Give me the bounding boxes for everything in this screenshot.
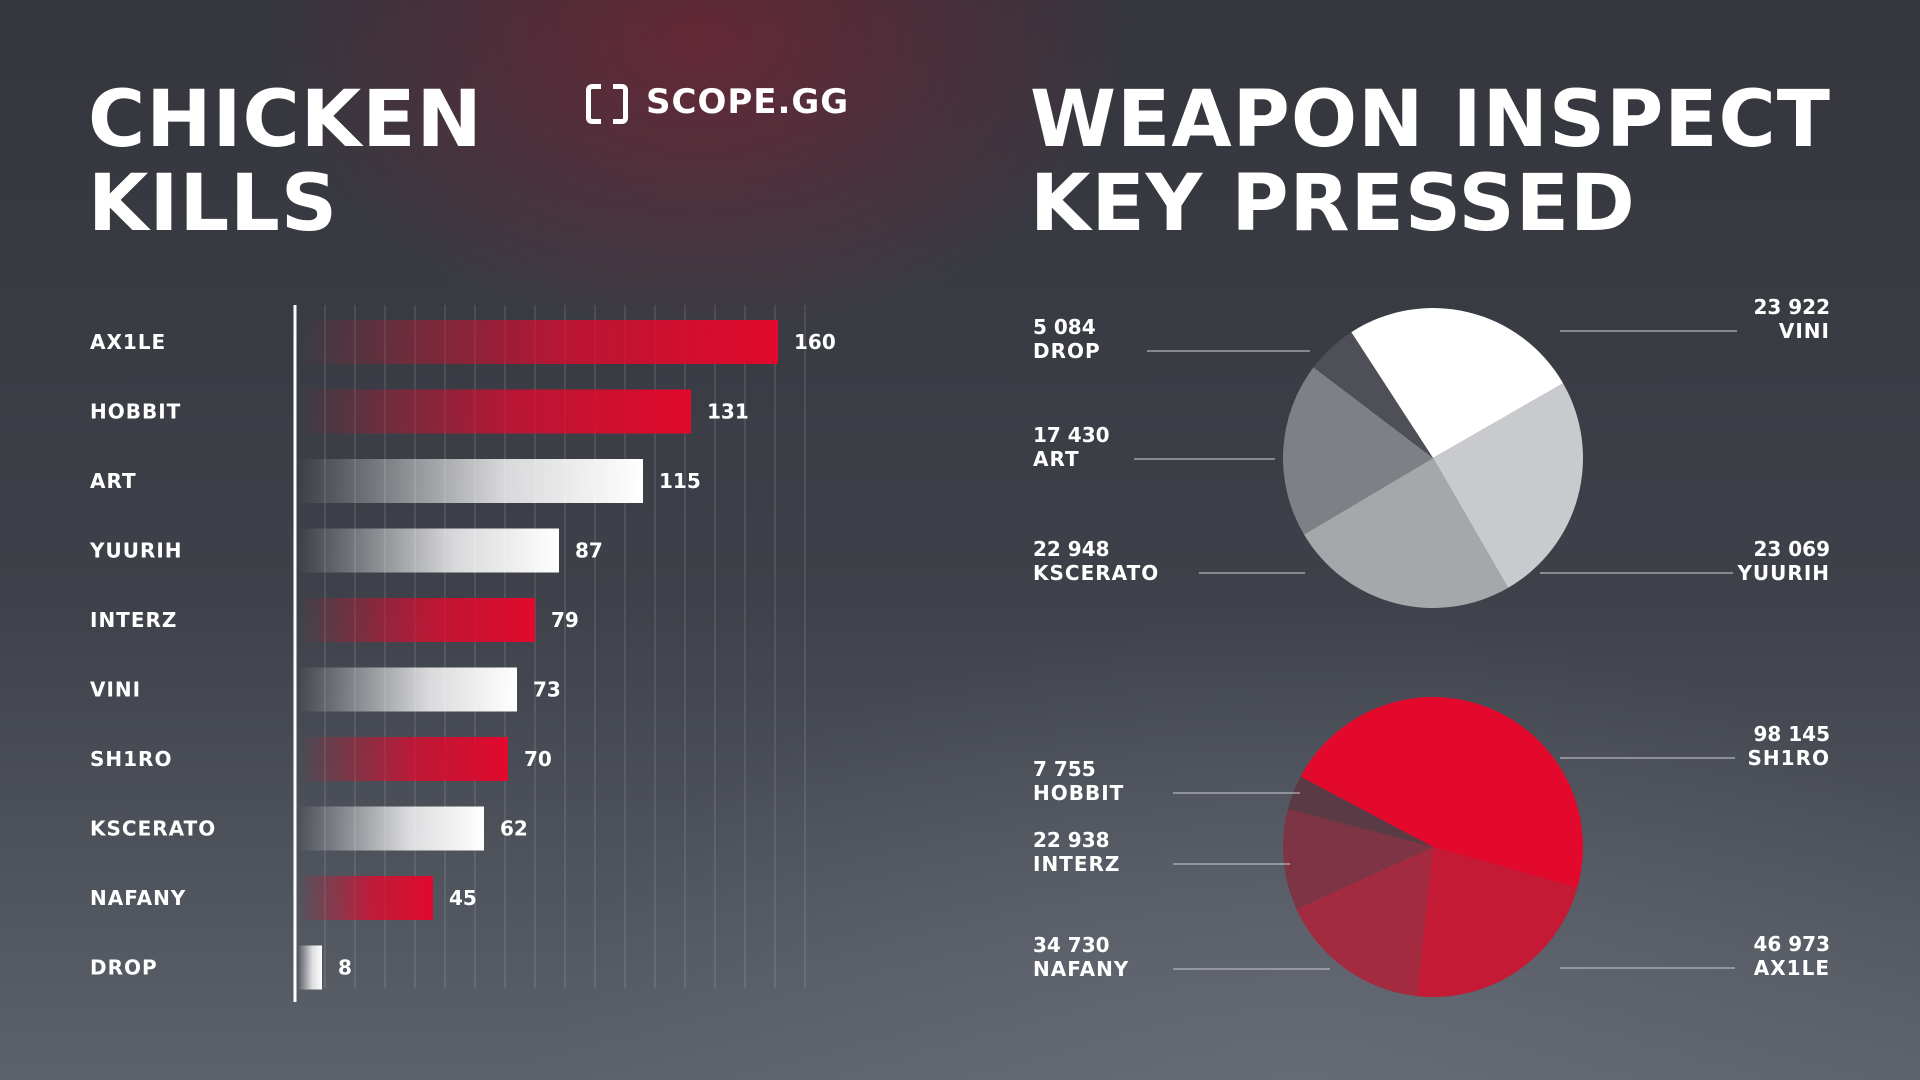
pie-slice (1313, 332, 1433, 458)
slice-value-label: 34 730 (1033, 933, 1110, 957)
scope-logo: SCOPE.GG (586, 80, 849, 124)
bar-chart-title: CHICKEN KILLS (88, 75, 483, 249)
value-label: 73 (533, 678, 561, 702)
slice-value-label: 22 948 (1033, 537, 1110, 561)
bar (298, 389, 691, 434)
category-label: ART (90, 469, 137, 493)
slice-name-label: KSCERATO (1033, 561, 1159, 585)
category-label: DROP (90, 956, 158, 980)
slice-name-label: VINI (1779, 319, 1830, 343)
bar (298, 528, 559, 573)
slice-value-label: 17 430 (1033, 423, 1110, 447)
logo-text: SCOPE.GG (646, 82, 850, 122)
slice-value-label: 5 084 (1033, 315, 1096, 339)
slice-value-label: 98 145 (1753, 722, 1830, 746)
bar (298, 320, 778, 364)
category-label: NAFANY (90, 886, 186, 910)
slice-name-label: DROP (1033, 339, 1101, 363)
category-label: HOBBIT (90, 400, 181, 424)
slice-value-label: 7 755 (1033, 757, 1096, 781)
value-label: 160 (794, 330, 836, 354)
slice-name-label: ART (1033, 447, 1080, 471)
slice-value-label: 22 938 (1033, 828, 1110, 852)
bar (298, 945, 322, 990)
category-label: SH1RO (90, 747, 172, 771)
value-label: 131 (707, 400, 749, 424)
category-label: YUURIH (89, 539, 183, 563)
pie-slice (1300, 697, 1583, 888)
slice-name-label: INTERZ (1033, 852, 1120, 876)
category-label: INTERZ (90, 608, 177, 632)
slice-value-label: 23 069 (1753, 537, 1830, 561)
pie-slice (1433, 383, 1583, 588)
slice-name-label: NAFANY (1033, 957, 1129, 981)
pie-slice (1416, 847, 1578, 997)
value-label: 8 (338, 956, 352, 980)
slice-value-label: 23 922 (1753, 295, 1830, 319)
category-label: VINI (90, 678, 141, 702)
pie-slice (1283, 367, 1433, 535)
slice-name-label: HOBBIT (1033, 781, 1124, 805)
value-label: 87 (575, 539, 603, 563)
value-label: 115 (659, 469, 701, 493)
pie-slice (1303, 458, 1509, 608)
value-label: 79 (551, 608, 579, 632)
slice-name-label: YUURIH (1736, 561, 1830, 585)
category-label: KSCERATO (90, 817, 216, 841)
bar (298, 806, 484, 851)
scope-logo-icon (586, 84, 628, 124)
pie-chart-title: WEAPON INSPECT KEY PRESSED (1030, 75, 1831, 249)
pie-slice (1287, 776, 1433, 847)
category-label: AX1LE (90, 330, 166, 354)
slice-name-label: AX1LE (1754, 956, 1830, 980)
bar (298, 667, 517, 712)
bar (298, 737, 508, 781)
slice-value-label: 46 973 (1753, 932, 1830, 956)
value-label: 45 (449, 886, 477, 910)
slice-name-label: SH1RO (1748, 746, 1830, 770)
bar (298, 459, 643, 503)
value-label: 70 (524, 747, 552, 771)
pie-slice (1351, 307, 1564, 458)
value-label: 62 (500, 817, 528, 841)
bar (298, 598, 535, 642)
bar (298, 876, 433, 920)
pie-slice (1283, 808, 1433, 910)
pie-slice (1296, 847, 1433, 997)
